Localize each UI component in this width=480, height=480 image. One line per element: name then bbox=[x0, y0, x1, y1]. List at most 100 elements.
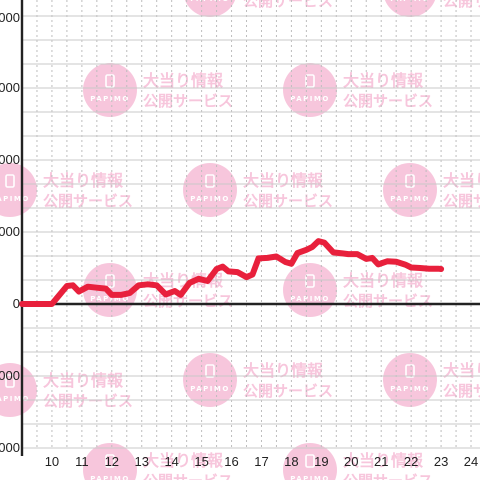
watermark-brand: PAPIMO bbox=[90, 475, 130, 480]
x-tick-label: 12 bbox=[105, 454, 119, 469]
axis-layer bbox=[20, 0, 480, 456]
watermark-brand: PAPIMO bbox=[290, 95, 330, 103]
watermark-circle bbox=[283, 63, 337, 117]
grid-layer bbox=[22, 0, 480, 449]
watermark-line-2: 公開サービス bbox=[443, 192, 480, 210]
y-tick-label: 3,000 bbox=[0, 224, 20, 239]
watermark-line-2: 公開サービス bbox=[343, 472, 433, 480]
watermark-line-1: 大当り情報 bbox=[343, 71, 424, 90]
watermark-brand: PAPIMO bbox=[390, 385, 430, 393]
x-tick-label: 15 bbox=[194, 454, 208, 469]
phone-icon bbox=[5, 174, 15, 188]
watermark-brand: PAPIMO bbox=[90, 95, 130, 103]
watermark-circle bbox=[283, 443, 337, 480]
phone-icon bbox=[405, 364, 415, 378]
x-tick-label: 23 bbox=[434, 454, 448, 469]
phone-icon bbox=[205, 364, 215, 378]
watermark-brand: PAPIMO bbox=[90, 295, 130, 303]
y-tick-label: -6,000 bbox=[0, 440, 20, 455]
x-tick-label: 18 bbox=[284, 454, 298, 469]
series-layer bbox=[19, 238, 445, 307]
x-tick-label: 19 bbox=[314, 454, 328, 469]
watermark-circle bbox=[383, 353, 437, 407]
watermark-circle bbox=[83, 443, 137, 480]
watermark-line-1: 大当り情報 bbox=[143, 71, 224, 90]
watermark-brand: PAPIMO bbox=[290, 475, 330, 480]
watermark-brand: PAPIMO bbox=[190, 385, 230, 393]
watermark-circle bbox=[183, 163, 237, 217]
watermark-brand: PAPIMO bbox=[0, 395, 30, 403]
watermark-brand: PAPIMO bbox=[390, 195, 430, 203]
watermark-brand: PAPIMO bbox=[190, 195, 230, 203]
watermark-brand: PAPIMO bbox=[290, 295, 330, 303]
watermark-line-2: 公開サービス bbox=[343, 92, 433, 110]
y-tick-labels: 12,000 9,000 6,000 3,000 0 -3,000 -6,000 bbox=[0, 10, 20, 455]
watermark-circle bbox=[384, 0, 436, 17]
watermark-line-1: 大当り情報 bbox=[243, 171, 324, 190]
phone-icon bbox=[105, 454, 115, 468]
series-line bbox=[19, 238, 445, 307]
watermark-brand: PAPIMO bbox=[190, 0, 230, 3]
x-tick-label: 24 bbox=[464, 454, 478, 469]
phone-icon bbox=[5, 374, 15, 388]
watermark-line-2: 公開サービス bbox=[43, 192, 133, 210]
x-tick-label: 17 bbox=[254, 454, 268, 469]
watermark-line-2: 公開サービス bbox=[143, 92, 233, 110]
watermark-circle bbox=[0, 163, 37, 217]
y-tick-label: -3,000 bbox=[0, 368, 20, 383]
watermark-line-2: 公開サービス bbox=[143, 472, 233, 480]
x-tick-label: 20 bbox=[344, 454, 358, 469]
phone-icon bbox=[105, 274, 115, 288]
watermark-brand: PAPIMO bbox=[390, 0, 430, 3]
watermark-brand: PAPIMO bbox=[0, 195, 30, 203]
watermark-circle bbox=[184, 0, 236, 17]
x-tick-label: 22 bbox=[404, 454, 418, 469]
x-tick-labels: 10 11 12 13 14 15 16 17 18 19 20 21 22 23 24 bbox=[45, 454, 479, 469]
watermark-line-1: 大当り情報 bbox=[343, 451, 424, 470]
watermark-line-1: 大当り情報 bbox=[43, 171, 124, 190]
y-tick-label: 9,000 bbox=[0, 80, 20, 95]
x-tick-label: 14 bbox=[164, 454, 178, 469]
watermark-circle bbox=[0, 363, 37, 417]
watermark-circle bbox=[183, 353, 237, 407]
watermark-line-2: 公開サービス bbox=[243, 382, 333, 400]
watermark-line-2: 公開サービス bbox=[43, 392, 133, 410]
phone-icon bbox=[405, 174, 415, 188]
watermark-line-1: 大当り情報 bbox=[243, 361, 324, 380]
y-tick-label: 0 bbox=[13, 296, 20, 311]
watermark-line-1: 大当り情報 bbox=[443, 171, 480, 190]
watermark-line-2: 公開サービス bbox=[243, 0, 333, 10]
phone-icon bbox=[205, 174, 215, 188]
watermark-line-2: 公開サービス bbox=[443, 0, 480, 10]
x-tick-label: 11 bbox=[75, 454, 89, 469]
watermark-line-2: 公開サービス bbox=[343, 292, 433, 310]
phone-icon bbox=[305, 454, 315, 468]
x-tick-label: 16 bbox=[224, 454, 238, 469]
watermark-circle bbox=[383, 163, 437, 217]
watermark-circle bbox=[83, 63, 137, 117]
watermark-line-1: 大当り情報 bbox=[443, 361, 480, 380]
x-tick-label: 13 bbox=[135, 454, 149, 469]
y-tick-label: 12,000 bbox=[0, 10, 20, 25]
watermark-line-2: 公開サービス bbox=[243, 192, 333, 210]
x-tick-label: 21 bbox=[374, 454, 388, 469]
y-tick-label: 6,000 bbox=[0, 152, 20, 167]
phone-icon bbox=[105, 74, 115, 88]
watermark-line-1: 大当り情報 bbox=[143, 451, 224, 470]
